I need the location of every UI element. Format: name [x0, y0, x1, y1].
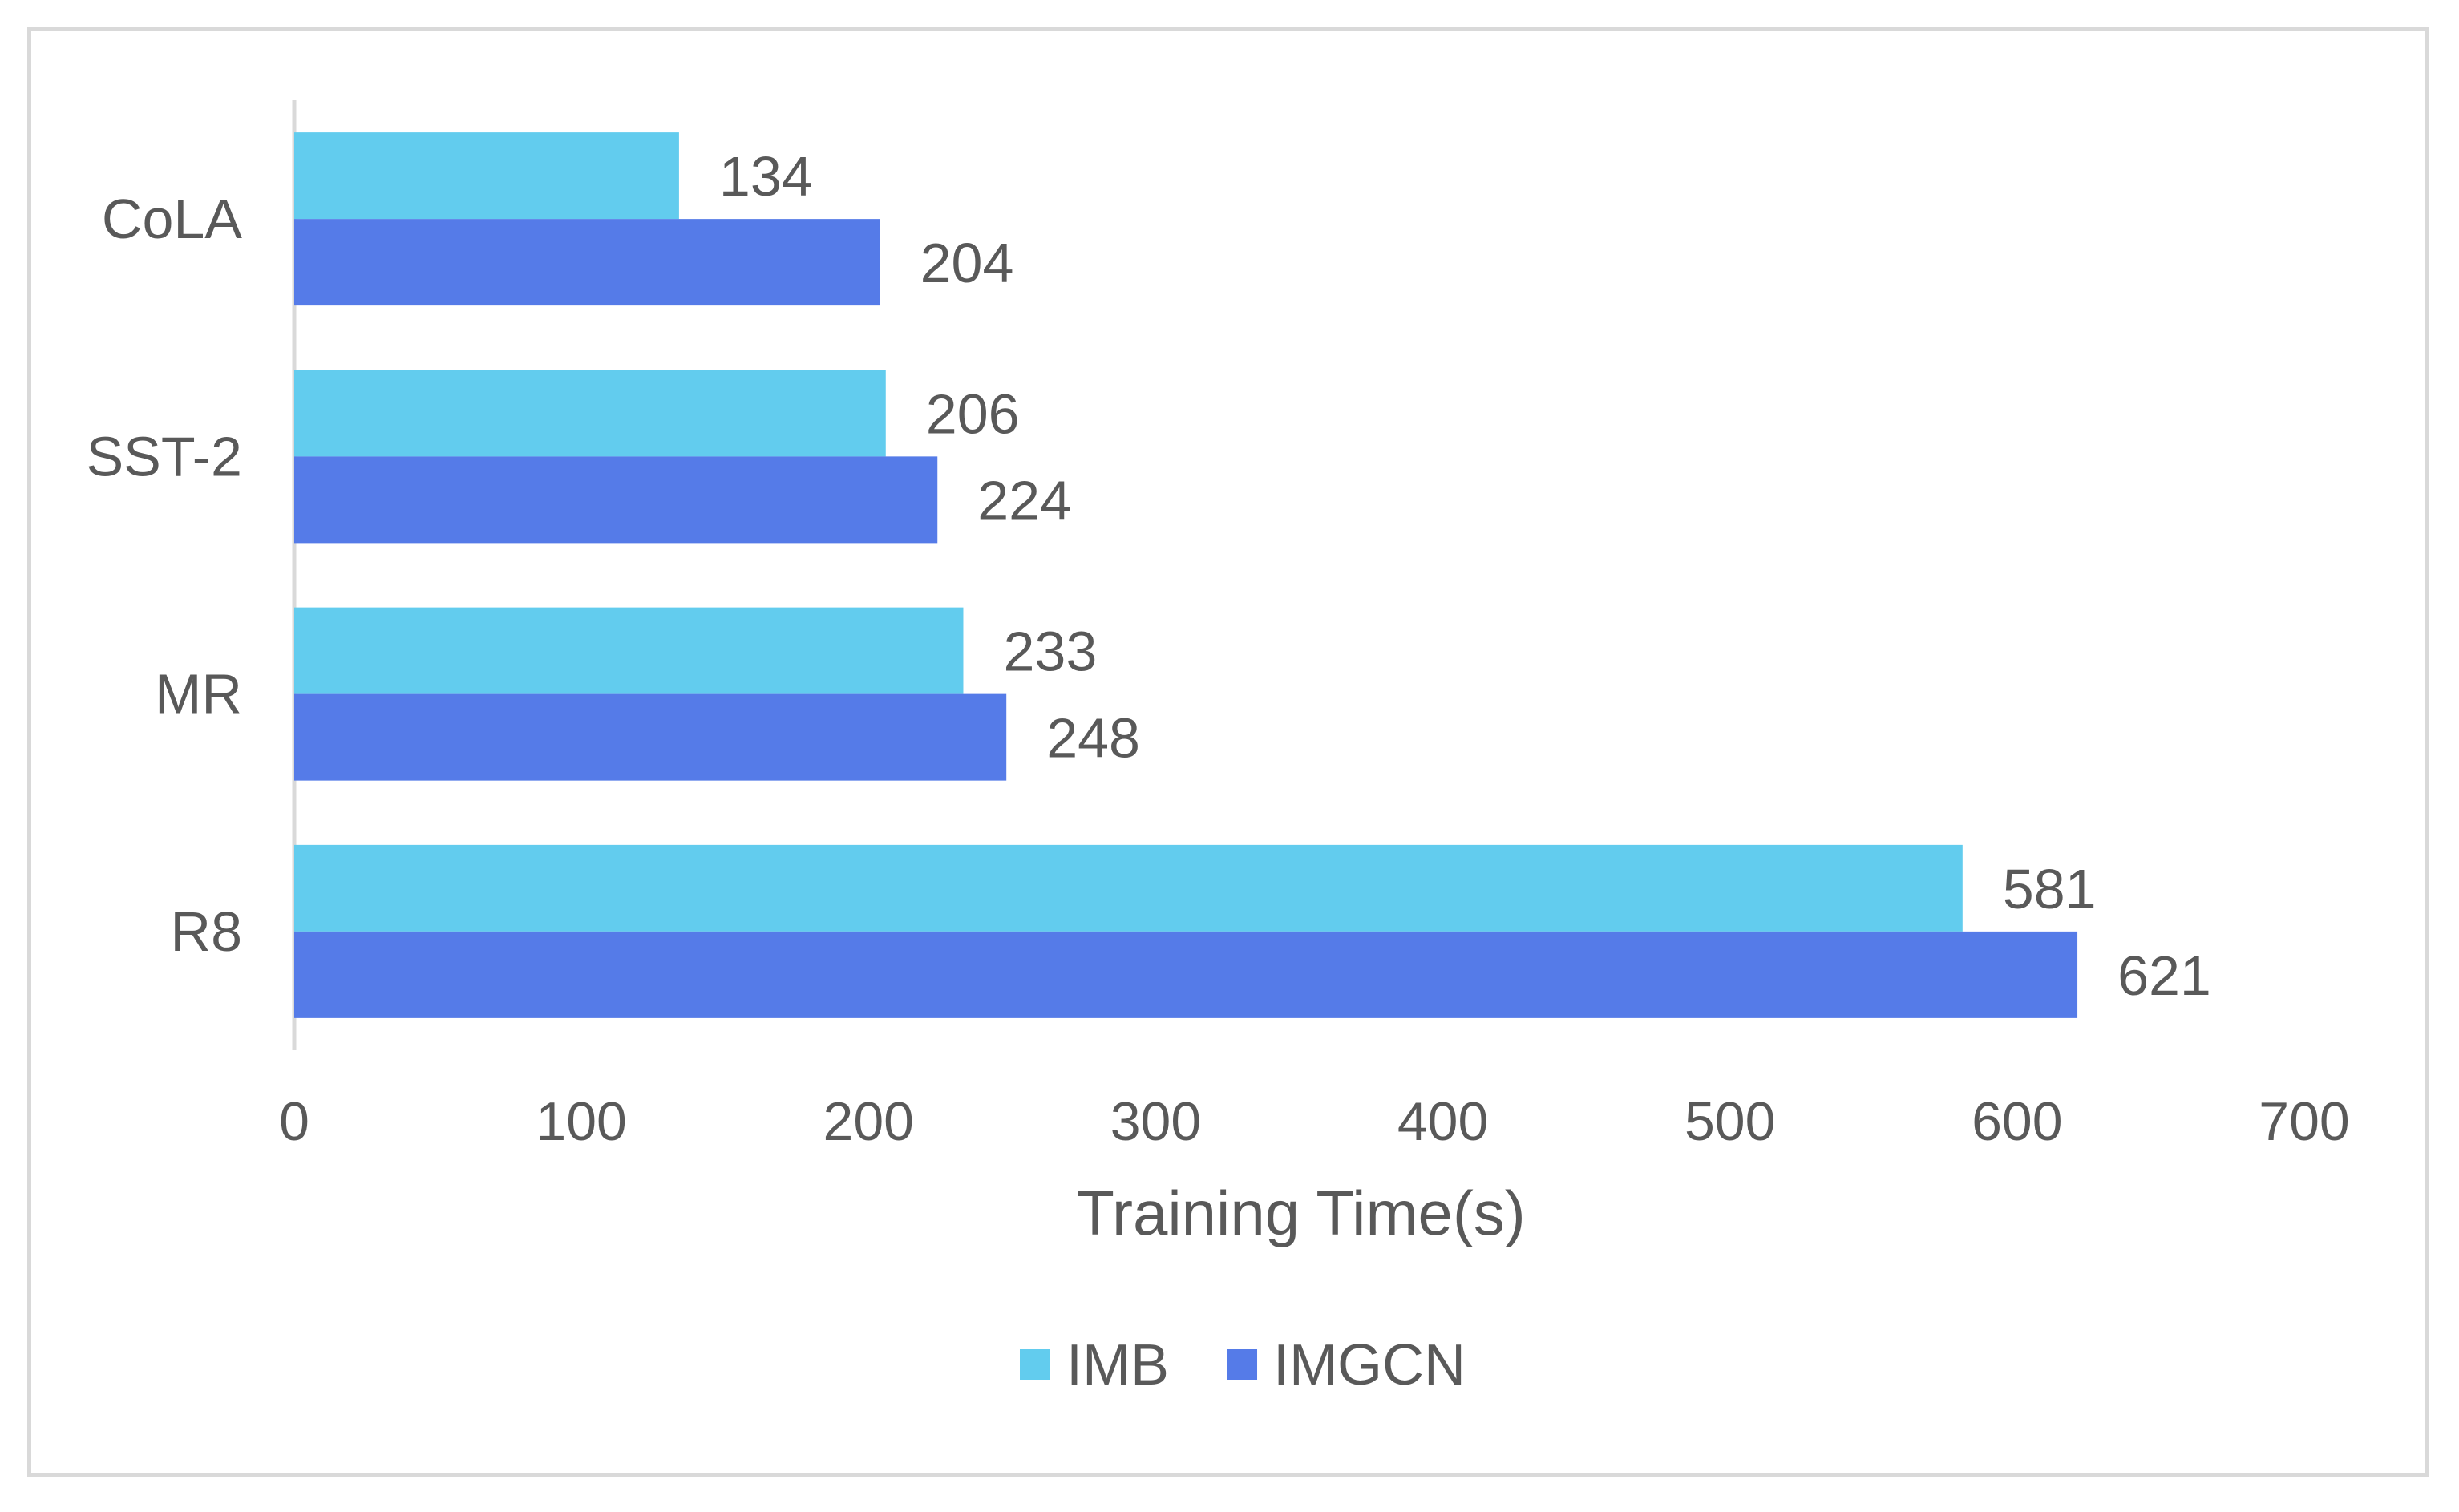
data-label-imb-sst-2: 206 [926, 382, 1020, 445]
bar-imgcn-r8 [294, 931, 2078, 1018]
category-label-sst-2: SST-2 [86, 425, 242, 487]
x-tick-label-100: 100 [536, 1091, 626, 1152]
category-label-cola: CoLA [102, 188, 242, 250]
bar-imgcn-cola [294, 219, 880, 306]
bar-imb-r8 [294, 844, 1963, 932]
bar-imgcn-mr [294, 693, 1007, 781]
legend-label-imb: IMB [1066, 1333, 1169, 1397]
bar-imb-cola [294, 132, 679, 220]
data-label-imgcn-mr: 248 [1046, 707, 1140, 770]
legend-swatch-imgcn [1227, 1349, 1258, 1380]
category-label-mr: MR [155, 663, 242, 726]
x-tick-label-400: 400 [1397, 1091, 1488, 1152]
x-tick-label-200: 200 [823, 1091, 914, 1152]
bar-imb-mr [294, 607, 964, 694]
x-tick-label-300: 300 [1110, 1091, 1201, 1152]
x-axis-title: Training Time(s) [1076, 1178, 1526, 1248]
data-label-imb-cola: 134 [719, 145, 813, 208]
legend-label-imgcn: IMGCN [1273, 1333, 1466, 1397]
x-tick-label-700: 700 [2259, 1091, 2349, 1152]
data-label-imgcn-sst-2: 224 [977, 469, 1071, 532]
bar-imb-sst-2 [294, 370, 886, 457]
data-label-imb-mr: 233 [1003, 621, 1097, 683]
bar-imgcn-sst-2 [294, 456, 938, 544]
data-labels-layer: 134 204 206 224 233 248 581 621 [719, 145, 2211, 1007]
data-label-imb-r8: 581 [2003, 858, 2097, 920]
y-axis-category-labels: CoLA SST-2 MR R8 [86, 188, 242, 963]
x-tick-label-0: 0 [279, 1091, 309, 1152]
data-label-imgcn-cola: 204 [920, 232, 1014, 294]
bars-layer [294, 132, 2078, 1018]
x-axis-tick-labels: 0 100 200 300 400 500 600 700 [279, 1091, 2350, 1152]
legend-swatch-imb [1020, 1349, 1050, 1380]
x-tick-label-500: 500 [1684, 1091, 1775, 1152]
x-tick-label-600: 600 [1972, 1091, 2062, 1152]
legend: IMB IMGCN [1020, 1333, 1466, 1397]
data-label-imgcn-r8: 621 [2117, 944, 2211, 1007]
category-label-r8: R8 [171, 900, 242, 963]
